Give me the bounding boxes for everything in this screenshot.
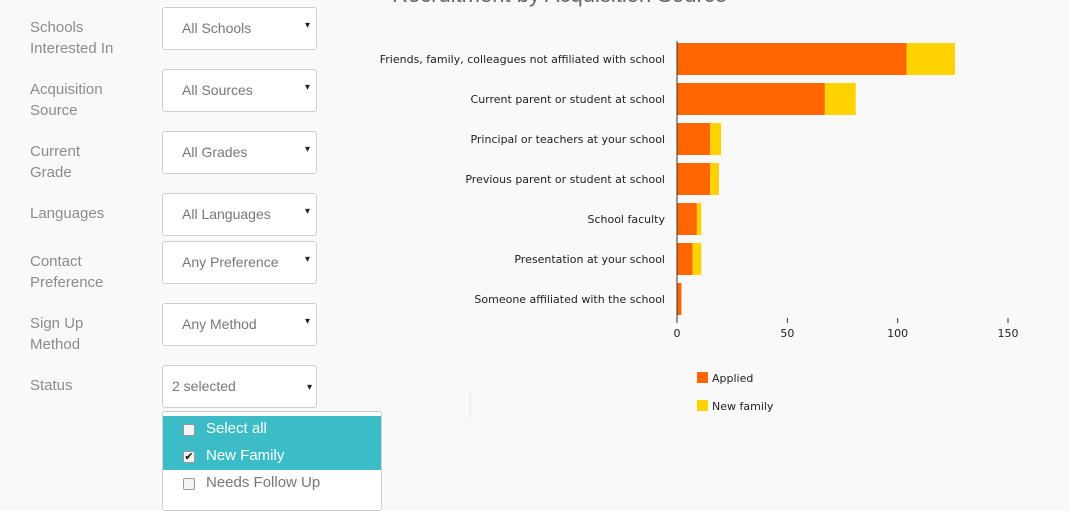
- chevron-down-icon: ▾: [304, 144, 310, 155]
- filter-select-value: All Grades: [182, 144, 248, 160]
- category-label: Current parent or student at school: [471, 93, 665, 106]
- chart-title: Recruitment by Acquisition Source: [392, 0, 727, 8]
- filter-select-value: Any Preference: [182, 254, 279, 270]
- filter-select-value: 2 selected: [172, 378, 236, 394]
- x-tick-label: 150: [998, 327, 1019, 340]
- category-label: Presentation at your school: [514, 253, 665, 266]
- bar-segment: [906, 43, 956, 75]
- filter-select[interactable]: All Grades ▾: [162, 131, 317, 174]
- bar-segment: [692, 243, 702, 275]
- bar-segment: [677, 283, 682, 315]
- bar-segment: [677, 203, 697, 235]
- acquisition-source-chart: Friends, family, colleagues not affiliat…: [380, 41, 1019, 413]
- bar-segment: [677, 123, 711, 155]
- filter-label: Schools Interested In: [30, 19, 114, 57]
- status-option-label: New Family: [206, 447, 285, 464]
- category-label: Principal or teachers at your school: [470, 133, 665, 146]
- status-option-select-all[interactable]: Select all: [163, 416, 381, 443]
- bar-segment: [677, 243, 693, 275]
- bar-segment: [677, 163, 711, 195]
- chevron-down-icon: ▾: [306, 382, 312, 393]
- filter-label: Languages: [30, 205, 105, 222]
- legend-swatch: [697, 400, 708, 411]
- x-tick-label: 0: [674, 327, 681, 340]
- filter-select-value: All Schools: [182, 20, 252, 36]
- checkbox[interactable]: ✔: [183, 451, 195, 463]
- filter-label: Status: [30, 377, 73, 394]
- filter-select-value: All Languages: [182, 206, 271, 222]
- category-label: School faculty: [587, 213, 665, 226]
- status-option-label: Needs Follow Up: [206, 474, 321, 491]
- category-label: Someone affiliated with the school: [474, 293, 665, 306]
- divider: [470, 392, 471, 418]
- status-dropdown-list[interactable]: Select all ✔ New Family Needs Follow Up: [162, 411, 382, 511]
- bar-segment: [696, 203, 702, 235]
- category-label: Previous parent or student at school: [465, 173, 665, 186]
- filter-select[interactable]: 2 selected ▾: [162, 365, 317, 408]
- chevron-down-icon: ▾: [304, 20, 310, 31]
- chevron-down-icon: ▾: [304, 82, 310, 93]
- status-option-needs-follow-up[interactable]: Needs Follow Up: [163, 470, 381, 497]
- bar-segment: [710, 123, 722, 155]
- chevron-down-icon: ▾: [304, 254, 310, 265]
- legend-swatch: [697, 372, 708, 383]
- checkbox[interactable]: [183, 424, 195, 436]
- bar-segment: [824, 83, 856, 115]
- legend-label: Applied: [712, 372, 753, 385]
- filter-label: Current Grade: [30, 143, 81, 181]
- filter-label: Acquisition Source: [30, 81, 103, 119]
- category-label: Friends, family, colleagues not affiliat…: [380, 53, 665, 66]
- status-option-label: Select all: [206, 420, 267, 437]
- filter-select[interactable]: Any Method ▾: [162, 303, 317, 346]
- chevron-down-icon: ▾: [304, 316, 310, 327]
- bar-segment: [677, 43, 907, 75]
- x-tick-label: 100: [887, 327, 908, 340]
- chevron-down-icon: ▾: [304, 206, 310, 217]
- checkbox[interactable]: [183, 478, 195, 490]
- filter-select[interactable]: All Schools ▾: [162, 7, 317, 50]
- bar-segment: [710, 163, 719, 195]
- filter-select[interactable]: All Languages ▾: [162, 193, 317, 236]
- status-option-new-family[interactable]: ✔ New Family: [163, 443, 381, 470]
- filter-select-value: Any Method: [182, 316, 257, 332]
- bar-segment: [677, 83, 825, 115]
- filter-label: Sign Up Method: [30, 315, 84, 353]
- filter-select-value: All Sources: [182, 82, 253, 98]
- filter-select[interactable]: All Sources ▾: [162, 69, 317, 112]
- legend-label: New family: [712, 400, 774, 413]
- filter-select[interactable]: Any Preference ▾: [162, 241, 317, 284]
- x-tick-label: 50: [780, 327, 794, 340]
- filter-label: Contact Preference: [30, 253, 104, 291]
